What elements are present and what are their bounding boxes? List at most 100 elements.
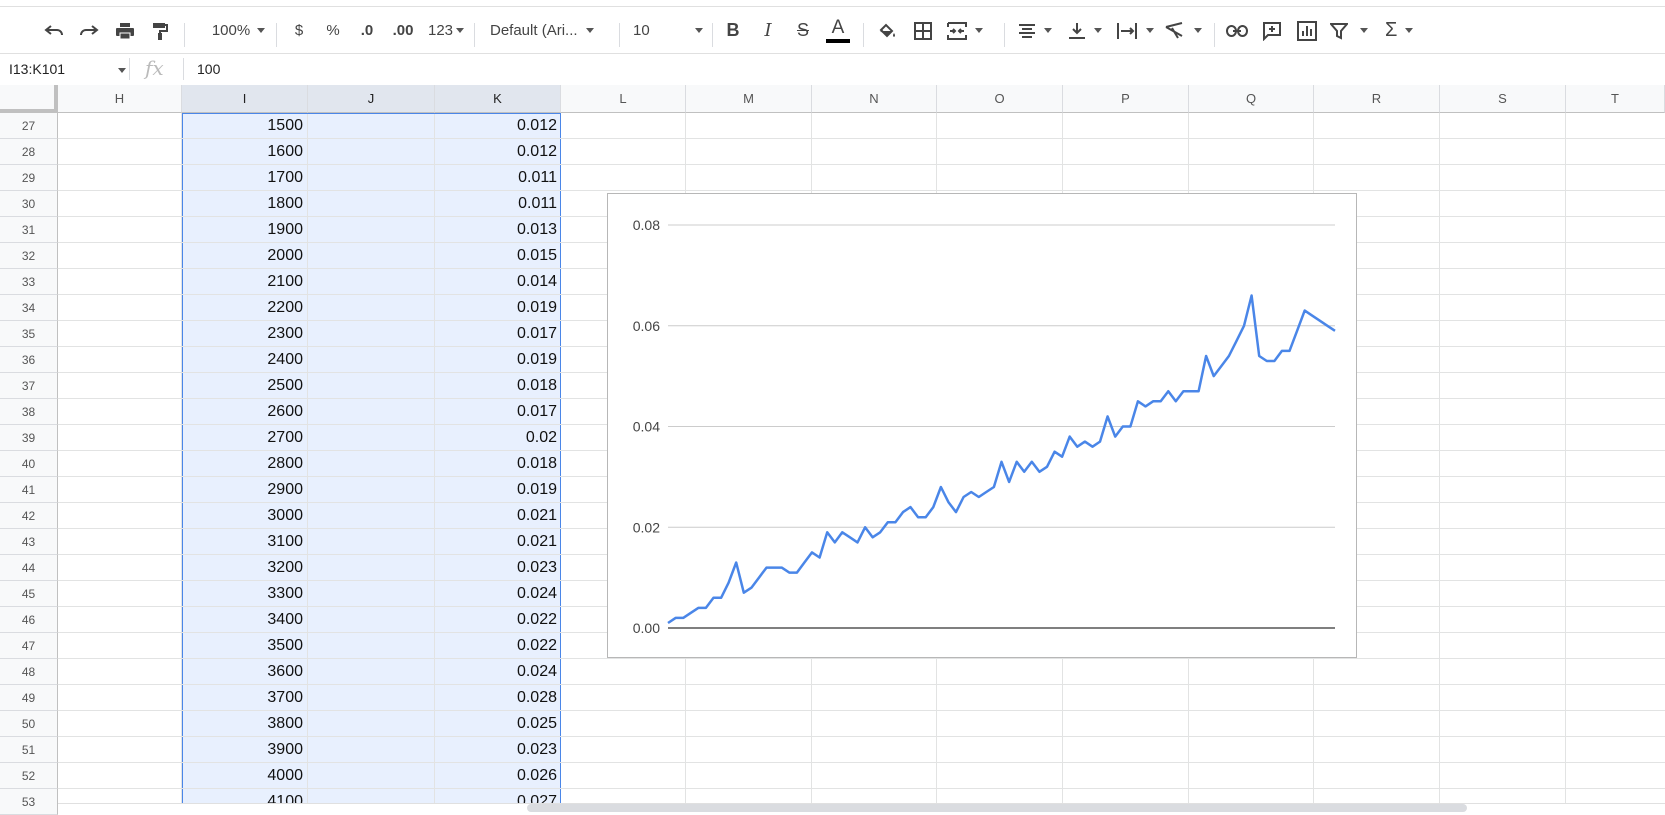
cell-k[interactable]: 0.012: [516, 143, 557, 160]
row-header[interactable]: 38: [0, 399, 58, 425]
cell-k[interactable]: 0.024: [516, 663, 557, 680]
name-box-chevron-down-icon[interactable]: [118, 68, 126, 73]
cell-i[interactable]: 1800: [267, 195, 303, 212]
cell-k[interactable]: 0.021: [516, 533, 557, 550]
cell-k[interactable]: 0.02: [525, 429, 557, 446]
column-header-j[interactable]: J: [308, 85, 435, 113]
cell-i[interactable]: 2800: [267, 455, 303, 472]
italic-icon[interactable]: I: [764, 20, 772, 41]
cell-k[interactable]: 0.028: [516, 689, 557, 706]
cell-k[interactable]: 0.012: [516, 117, 557, 134]
column-header-t[interactable]: T: [1566, 85, 1665, 113]
more-formats-button[interactable]: 123: [424, 7, 468, 54]
cell-i[interactable]: 1500: [267, 117, 303, 134]
cell-i[interactable]: 3800: [267, 715, 303, 732]
row-header[interactable]: 35: [0, 321, 58, 347]
cell-k[interactable]: 0.022: [516, 611, 557, 628]
print-icon[interactable]: [113, 7, 137, 54]
cell-k[interactable]: 0.022: [516, 637, 557, 654]
cell-i[interactable]: 3500: [267, 637, 303, 654]
cell-i[interactable]: 1600: [267, 143, 303, 160]
insert-comment-icon[interactable]: [1260, 7, 1284, 54]
row-header[interactable]: 45: [0, 581, 58, 607]
cell-i[interactable]: 2900: [267, 481, 303, 498]
percent-format-button[interactable]: %: [323, 7, 343, 54]
select-all-corner[interactable]: [0, 85, 58, 113]
text-rotation-icon[interactable]: [1164, 7, 1208, 54]
fill-color-icon[interactable]: [875, 7, 899, 54]
increase-decimals-button[interactable]: .00: [389, 7, 417, 54]
series-line[interactable]: [667, 294, 1336, 625]
row-header[interactable]: 31: [0, 217, 58, 243]
bold-icon[interactable]: B: [726, 20, 740, 40]
row-header[interactable]: 49: [0, 685, 58, 711]
cell-k[interactable]: 0.023: [516, 559, 557, 576]
name-box[interactable]: I13:K101: [9, 61, 66, 77]
cell-i[interactable]: 1900: [267, 221, 303, 238]
cell-i[interactable]: 3100: [267, 533, 303, 550]
column-header-i[interactable]: I: [182, 85, 308, 113]
text-wrap-icon[interactable]: [1116, 7, 1160, 54]
column-header-s[interactable]: S: [1440, 85, 1566, 113]
cell-k[interactable]: 0.011: [518, 195, 557, 212]
cell-k[interactable]: 0.013: [516, 221, 557, 238]
cell-k[interactable]: 0.024: [516, 585, 557, 602]
column-header-h[interactable]: H: [58, 85, 182, 113]
row-header[interactable]: 42: [0, 503, 58, 529]
cell-k[interactable]: 0.026: [516, 767, 557, 784]
redo-icon[interactable]: [77, 7, 101, 54]
cell-i[interactable]: 3300: [267, 585, 303, 602]
row-header[interactable]: 50: [0, 711, 58, 737]
row-header[interactable]: 34: [0, 295, 58, 321]
horizontal-scrollbar[interactable]: [527, 804, 1467, 812]
cell-i[interactable]: 3200: [267, 559, 303, 576]
functions-icon[interactable]: Σ: [1385, 7, 1425, 54]
vertical-align-icon[interactable]: [1068, 7, 1108, 54]
cell-i[interactable]: 2700: [267, 429, 303, 446]
cell-i[interactable]: 3600: [267, 663, 303, 680]
row-header[interactable]: 41: [0, 477, 58, 503]
filter-icon[interactable]: [1330, 7, 1374, 54]
column-header-l[interactable]: L: [561, 85, 686, 113]
zoom-chevron-down-icon[interactable]: [254, 7, 268, 54]
zoom-select[interactable]: 100%: [198, 7, 264, 54]
undo-icon[interactable]: [42, 7, 66, 54]
row-header[interactable]: 28: [0, 139, 58, 165]
cell-k[interactable]: 0.015: [516, 247, 557, 264]
cell-k[interactable]: 0.018: [516, 455, 557, 472]
cell-i[interactable]: 2100: [267, 273, 303, 290]
horizontal-align-icon[interactable]: [1018, 7, 1058, 54]
cell-k[interactable]: 0.025: [516, 715, 557, 732]
cell-k[interactable]: 0.019: [516, 481, 557, 498]
column-header-q[interactable]: Q: [1189, 85, 1314, 113]
strikethrough-icon[interactable]: S: [796, 20, 809, 40]
text-color-icon[interactable]: A: [825, 7, 851, 54]
cell-k[interactable]: 0.011: [518, 169, 557, 186]
row-header[interactable]: 36: [0, 347, 58, 373]
cell-k[interactable]: 0.014: [516, 273, 557, 290]
formula-input[interactable]: 100: [197, 61, 221, 77]
row-header[interactable]: 29: [0, 165, 58, 191]
cell-k[interactable]: 0.017: [516, 403, 557, 420]
merge-cells-icon[interactable]: [947, 7, 987, 54]
column-header-o[interactable]: O: [937, 85, 1063, 113]
cell-i[interactable]: 2300: [267, 325, 303, 342]
cell-i[interactable]: 4000: [267, 767, 303, 784]
font-size-select[interactable]: 10: [633, 7, 703, 54]
row-header[interactable]: 51: [0, 737, 58, 763]
row-header[interactable]: 40: [0, 451, 58, 477]
cell-i[interactable]: 3900: [267, 741, 303, 758]
row-header[interactable]: 48: [0, 659, 58, 685]
row-header[interactable]: 33: [0, 269, 58, 295]
row-header[interactable]: 37: [0, 373, 58, 399]
cell-i[interactable]: 2500: [267, 377, 303, 394]
cell-i[interactable]: 3700: [267, 689, 303, 706]
cell-k[interactable]: 0.023: [516, 741, 557, 758]
borders-icon[interactable]: [911, 7, 935, 54]
column-header-r[interactable]: R: [1314, 85, 1440, 113]
insert-chart-icon[interactable]: [1295, 7, 1319, 54]
column-header-n[interactable]: N: [812, 85, 937, 113]
cell-k[interactable]: 0.021: [516, 507, 557, 524]
font-family-select[interactable]: Default (Ari...: [490, 7, 610, 54]
row-header[interactable]: 53: [0, 789, 58, 815]
